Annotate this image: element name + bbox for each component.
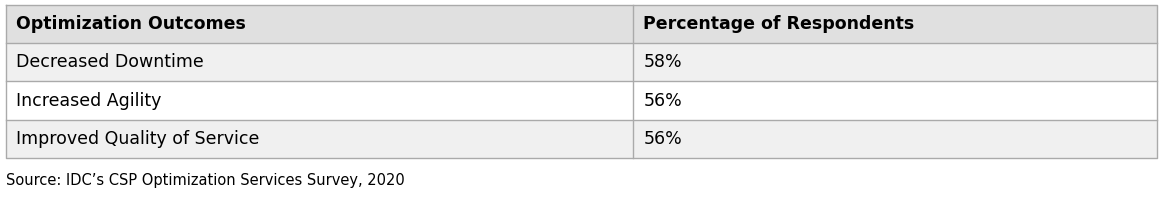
Text: Increased Agility: Increased Agility — [16, 92, 162, 109]
Text: 56%: 56% — [643, 92, 682, 109]
Bar — [6, 5, 634, 43]
Text: Source: IDC’s CSP Optimization Services Survey, 2020: Source: IDC’s CSP Optimization Services … — [6, 173, 405, 187]
Text: Optimization Outcomes: Optimization Outcomes — [16, 15, 245, 33]
Text: Improved Quality of Service: Improved Quality of Service — [16, 130, 259, 148]
Text: Decreased Downtime: Decreased Downtime — [16, 53, 204, 71]
Bar — [634, 81, 1157, 120]
Bar — [6, 81, 634, 120]
Bar — [6, 43, 634, 81]
Bar — [634, 5, 1157, 43]
Bar — [6, 120, 634, 158]
Text: 58%: 58% — [643, 53, 682, 71]
Bar — [634, 120, 1157, 158]
Bar — [634, 43, 1157, 81]
Text: 56%: 56% — [643, 130, 682, 148]
Text: Percentage of Respondents: Percentage of Respondents — [643, 15, 914, 33]
